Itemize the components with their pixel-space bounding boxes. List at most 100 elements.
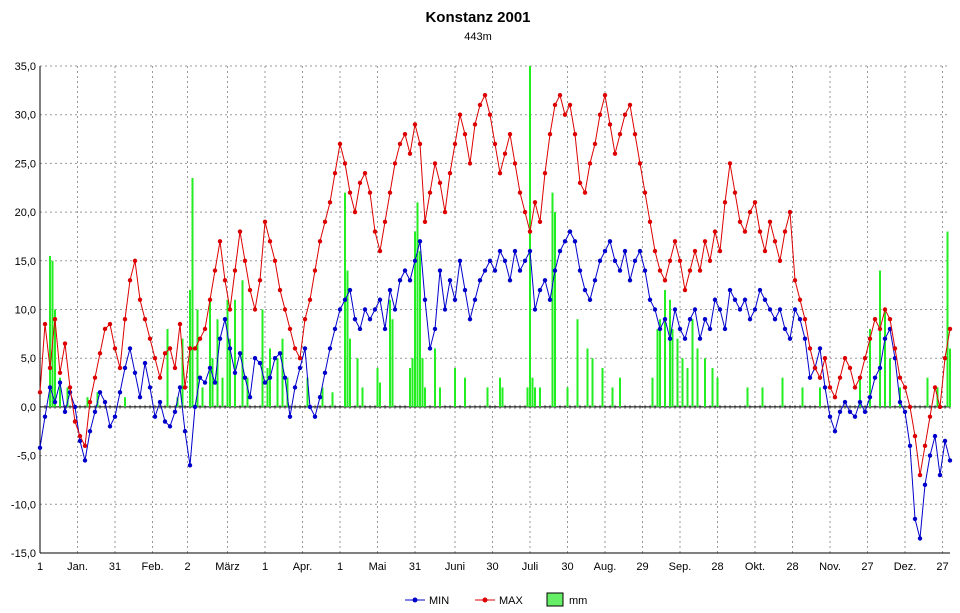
data-point-min [497,248,503,254]
data-point-max [457,112,463,117]
data-point-max [772,239,778,244]
data-point-max [902,385,908,390]
data-point-max [147,336,153,341]
data-point-max [922,443,928,449]
x-tick-label: 28 [711,561,723,573]
data-point-max [852,385,858,390]
data-point-min [287,414,293,419]
x-tick-label: 27 [936,561,948,573]
data-point-min [627,278,633,283]
data-point-max [782,229,788,234]
data-point-max [347,190,353,195]
data-point-max [432,161,438,166]
data-point-min [587,297,593,302]
data-point-min [917,536,923,541]
data-point-max [382,219,388,225]
data-point-min [122,365,128,371]
precipitation-bar [416,202,419,407]
data-point-min [197,375,203,380]
precipitation-bar [209,299,211,407]
data-point-max [407,151,413,156]
data-point-max [887,317,893,322]
data-point-min [707,326,713,332]
y-tick-label: 35,0 [15,61,36,73]
data-point-max [247,287,253,293]
data-point-max [657,268,663,273]
data-point-min [947,458,953,463]
data-point-min [522,258,528,263]
legend-label: MIN [429,595,449,607]
data-point-max [372,229,378,234]
data-point-max [872,317,878,322]
precipitation-bar [884,309,886,407]
data-point-min [162,419,168,424]
precipitation-bar [196,309,199,407]
data-point-max [417,141,423,147]
data-point-max [302,317,308,322]
data-point-max [257,278,263,283]
data-point-max [452,141,458,147]
data-point-min [332,326,338,332]
precipitation-bar [261,309,264,407]
legend-label: MAX [499,595,524,607]
data-point-max [947,326,953,332]
data-point-min [57,380,63,385]
data-point-max [487,112,493,117]
data-point-max [542,170,548,176]
data-point-min [652,307,658,312]
data-point-max [722,200,728,205]
data-point-min [927,453,933,458]
data-point-min [267,375,273,380]
precipitation-bar [499,377,501,407]
x-tick-label: Juli [522,561,539,573]
data-point-min [207,365,213,371]
x-tick-label: 31 [109,561,121,573]
data-point-max [47,365,53,371]
precipitation-bar [346,270,349,407]
legend-swatch-bar [546,592,564,607]
data-point-min [62,409,68,414]
data-point-max [892,346,898,351]
data-point-max [582,190,588,195]
data-point-max [312,268,318,273]
data-point-min [257,360,263,366]
precipitation-bar [899,387,901,407]
data-point-min [292,385,298,390]
data-point-min [192,404,198,410]
y-tick-label: -15,0 [11,548,36,560]
data-point-max [462,131,468,137]
data-point-min [577,268,583,273]
data-point-min [847,409,853,414]
data-point-min [322,370,328,376]
data-point-max [602,93,608,98]
data-point-min [512,248,518,254]
precipitation-bar [286,377,289,407]
data-point-min [112,414,118,419]
data-point-min [422,297,428,302]
data-point-max [552,102,558,108]
data-point-max [177,321,183,327]
data-point-min [777,307,783,312]
precipitation-bar [86,397,89,407]
data-point-max [157,375,163,380]
data-point-min [822,385,828,390]
data-point-min [127,346,133,351]
data-point-max [192,346,198,351]
data-point-max [127,278,133,283]
data-point-min [732,297,738,302]
precipitation-bar [321,387,324,407]
data-point-min [647,297,653,302]
grid-lines [39,65,951,554]
data-point-min [347,287,353,293]
precipitation-bar [711,367,714,407]
precipitation-bar [409,367,411,407]
data-point-min [622,248,628,254]
data-point-min [437,268,443,273]
data-point-max [187,346,193,351]
data-point-min [837,409,843,414]
x-tick-label: Feb. [141,561,163,573]
data-point-min [617,268,623,273]
data-point-max [87,399,93,405]
data-point-max [767,219,773,225]
data-point-min [462,287,468,293]
